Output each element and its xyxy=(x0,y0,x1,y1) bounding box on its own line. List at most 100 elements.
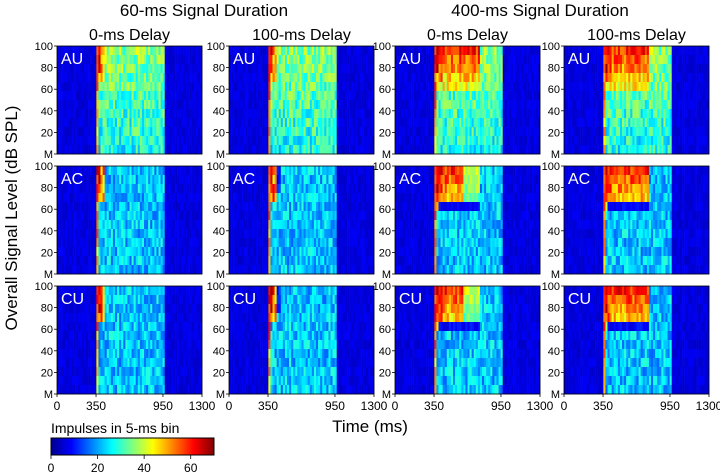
heatmap-cell xyxy=(305,166,309,176)
heatmap-cell xyxy=(193,127,197,137)
heatmap-cell xyxy=(175,229,178,239)
heatmap-cell xyxy=(79,136,83,146)
heatmap-cell xyxy=(73,82,76,92)
heatmap-cell xyxy=(164,193,168,203)
heatmap-cell xyxy=(195,91,199,101)
heatmap-cell xyxy=(92,286,95,296)
row-label-ac: AC xyxy=(233,171,255,188)
heatmap-cell xyxy=(239,331,242,341)
heatmap-cell xyxy=(152,238,155,248)
heatmap-cell xyxy=(73,100,76,110)
y-tick-label: 100 xyxy=(207,161,225,173)
heatmap-cell xyxy=(63,385,66,395)
heatmap-cell xyxy=(121,46,124,56)
heatmap-cell xyxy=(181,322,184,332)
heatmap-cell xyxy=(179,175,182,185)
heatmap-cell xyxy=(98,286,101,296)
heatmap-cell xyxy=(291,295,294,305)
heatmap-cell xyxy=(357,46,360,56)
heatmap-cell xyxy=(119,376,122,386)
heatmap-cell xyxy=(117,358,120,368)
heatmap-cell xyxy=(340,64,344,74)
heatmap-cell xyxy=(197,46,201,56)
heatmap-cell xyxy=(303,367,306,377)
heatmap-cell xyxy=(272,247,275,257)
heatmap-cell xyxy=(347,118,350,128)
heatmap-cell xyxy=(152,349,155,359)
heatmap-cell xyxy=(121,100,124,110)
heatmap-cell xyxy=(361,313,364,323)
heatmap-cell xyxy=(154,73,157,83)
heatmap-cell xyxy=(117,46,120,56)
heatmap-cell xyxy=(289,295,292,305)
heatmap-cell xyxy=(146,229,149,239)
heatmap-cell xyxy=(303,220,306,230)
heatmap-cell xyxy=(268,358,271,368)
heatmap-cell xyxy=(284,211,288,221)
heatmap-cell xyxy=(369,211,373,221)
heatmap-cell xyxy=(274,265,277,275)
heatmap-cell xyxy=(268,82,271,92)
heatmap-cell xyxy=(231,82,234,92)
heatmap-cell xyxy=(121,376,124,386)
heatmap-cell xyxy=(65,202,68,212)
heatmap-cell xyxy=(104,376,108,386)
heatmap-cell xyxy=(303,175,306,185)
heatmap-cell xyxy=(330,193,333,203)
heatmap-cell xyxy=(295,46,298,56)
heatmap-cell xyxy=(278,64,282,74)
heatmap-cell xyxy=(154,322,157,332)
heatmap-cell xyxy=(166,256,170,266)
heatmap-cell xyxy=(104,247,108,257)
heatmap-cell xyxy=(316,322,319,332)
heatmap-cell xyxy=(137,73,141,83)
heatmap-cell xyxy=(320,265,323,275)
heatmap-cell xyxy=(301,184,304,194)
heatmap-cell xyxy=(197,109,201,119)
heatmap-cell xyxy=(322,91,325,101)
heatmap-cell xyxy=(129,46,132,56)
heatmap-cell xyxy=(305,220,309,230)
heatmap-cell xyxy=(63,349,66,359)
heatmap-cell xyxy=(71,349,74,359)
heatmap-cell xyxy=(158,313,161,323)
heatmap-cell xyxy=(355,358,358,368)
heatmap-cell xyxy=(309,247,313,257)
heatmap-cell xyxy=(324,118,327,128)
heatmap-cell xyxy=(150,295,153,305)
heatmap-cell xyxy=(330,100,333,110)
heatmap-cell xyxy=(316,238,319,248)
heatmap-cell xyxy=(183,145,186,155)
heatmap-cell xyxy=(255,175,259,185)
heatmap-cell xyxy=(148,340,151,350)
heatmap-cell xyxy=(139,358,143,368)
heatmap-cell xyxy=(235,349,238,359)
heatmap-cell xyxy=(170,166,174,176)
heatmap-cell xyxy=(303,202,306,212)
heatmap-cell xyxy=(313,73,317,83)
heatmap-cell xyxy=(276,286,280,296)
heatmap-cell xyxy=(63,109,66,119)
heatmap-cell xyxy=(193,100,197,110)
heatmap-cell xyxy=(371,220,375,230)
heatmap-cell xyxy=(316,166,319,176)
heatmap-cell xyxy=(86,322,89,332)
heatmap-cell xyxy=(179,211,182,221)
heatmap-cell xyxy=(98,256,101,266)
heatmap-cell xyxy=(318,340,321,350)
heatmap-cell xyxy=(61,385,64,395)
heatmap-cell xyxy=(334,358,338,368)
heatmap-cell xyxy=(239,295,242,305)
heatmap-cell xyxy=(133,349,137,359)
heatmap-cell xyxy=(170,136,174,146)
heatmap-cell xyxy=(152,136,155,146)
heatmap-cell xyxy=(342,322,346,332)
heatmap-cell xyxy=(313,331,317,341)
heatmap-cell xyxy=(102,220,105,230)
heatmap-cell xyxy=(127,211,130,221)
heatmap-cell xyxy=(266,175,269,185)
heatmap-cell xyxy=(175,109,178,119)
heatmap-cell xyxy=(351,82,354,92)
heatmap-cell xyxy=(199,286,203,296)
heatmap-cell xyxy=(156,295,159,305)
